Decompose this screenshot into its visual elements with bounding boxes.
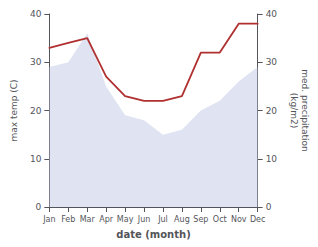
svg-text:Jan: Jan [42, 215, 55, 224]
svg-text:Mar: Mar [80, 215, 96, 224]
svg-text:date (month): date (month) [116, 229, 190, 240]
svg-text:30: 30 [266, 57, 278, 67]
svg-text:30: 30 [30, 57, 42, 67]
svg-text:0: 0 [36, 202, 42, 212]
svg-text:max temp (C): max temp (C) [9, 79, 19, 141]
svg-text:Aug: Aug [174, 215, 190, 224]
svg-text:10: 10 [266, 154, 278, 164]
svg-text:Apr: Apr [99, 215, 114, 224]
svg-text:20: 20 [266, 106, 278, 116]
svg-text:Dec: Dec [250, 215, 265, 224]
svg-text:40: 40 [266, 9, 278, 19]
svg-text:Sep: Sep [193, 215, 208, 224]
svg-text:Jun: Jun [137, 215, 151, 224]
svg-text:20: 20 [30, 106, 42, 116]
svg-text:Nov: Nov [231, 215, 247, 224]
svg-text:Jul: Jul [157, 215, 168, 224]
svg-text:10: 10 [30, 154, 42, 164]
svg-text:40: 40 [30, 9, 42, 19]
svg-text:(kg/m2): (kg/m2) [289, 93, 299, 128]
svg-text:0: 0 [266, 202, 272, 212]
svg-text:Feb: Feb [61, 215, 75, 224]
svg-text:Oct: Oct [213, 215, 227, 224]
svg-text:med. precipitation: med. precipitation [300, 69, 310, 151]
svg-text:May: May [117, 215, 134, 224]
